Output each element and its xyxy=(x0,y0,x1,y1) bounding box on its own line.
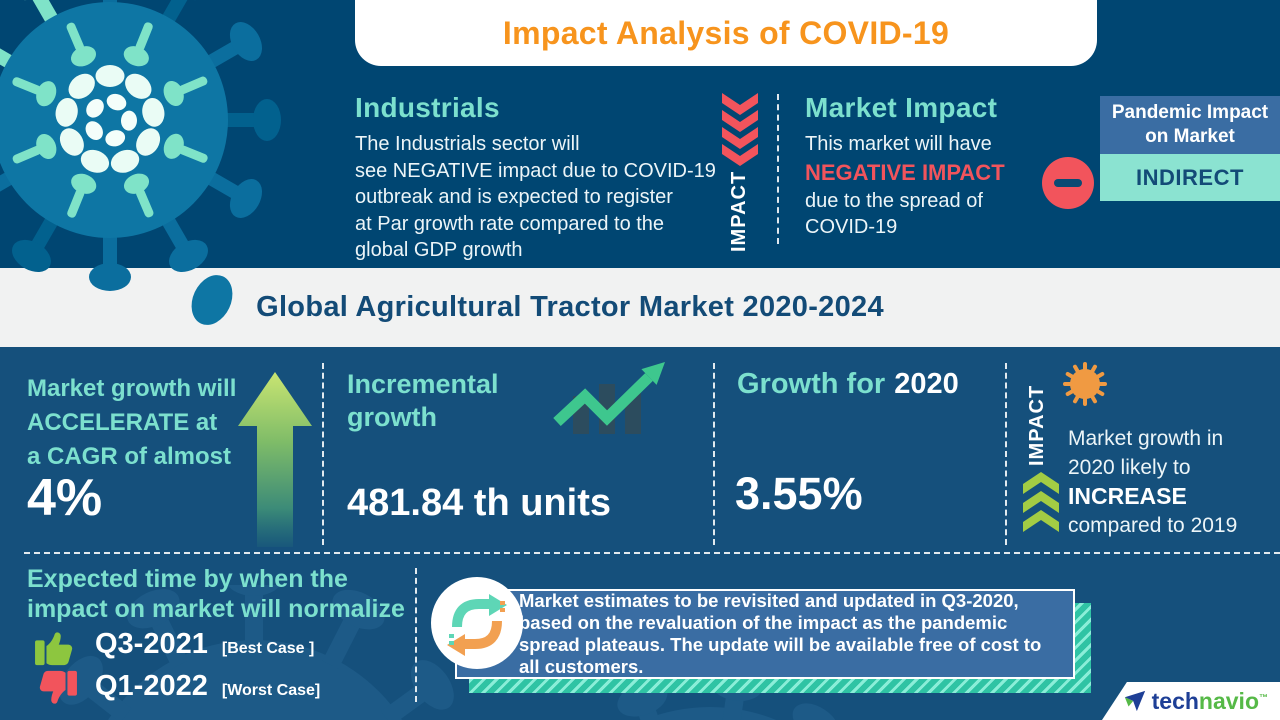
impact-2020-text: Market growth in 2020 likely to INCREASE… xyxy=(1068,424,1237,540)
pandemic-box-value-text: INDIRECT xyxy=(1136,164,1244,190)
market-title: Global Agricultural Tractor Market 2020-… xyxy=(0,268,1140,347)
logo-part2: navio xyxy=(1198,687,1259,714)
market-impact-line: This market will have xyxy=(805,133,992,155)
market-impact-line: due to the spread of xyxy=(805,189,983,212)
industrials-line: outbreak and is expected to register xyxy=(355,186,673,208)
impact-2020-highlight: INCREASE xyxy=(1068,483,1187,509)
best-case-value: Q3-2021 xyxy=(95,628,208,660)
thumbs-down-icon xyxy=(39,670,77,704)
minus-circle-icon xyxy=(1042,157,1094,209)
industrials-line: global GDP growth xyxy=(355,239,523,261)
market-impact-heading: Market Impact xyxy=(805,92,998,123)
incremental-growth-block: Incremental growth xyxy=(347,368,499,434)
normalize-heading-line: impact on market will normalize xyxy=(27,595,405,623)
divider xyxy=(415,568,417,702)
divider xyxy=(1005,363,1007,545)
best-case-row: Q3-2021 [Best Case ] xyxy=(95,628,314,661)
pandemic-impact-box: Pandemic Impact on Market INDIRECT xyxy=(1100,96,1280,201)
impact-vertical-label-2: IMPACT xyxy=(1026,384,1048,466)
note-box: Market estimates to be revisited and upd… xyxy=(455,589,1075,679)
industrials-line: see NEGATIVE impact due to COVID-19 xyxy=(355,159,716,182)
refresh-icon xyxy=(431,577,523,669)
cagr-value: 4% xyxy=(27,469,103,527)
normalize-heading: Expected time by when the impact on mark… xyxy=(27,564,405,624)
best-case-label: [Best Case ] xyxy=(221,640,315,657)
pandemic-box-title-line: on Market xyxy=(1145,126,1235,147)
incremental-value: 481.84 th units xyxy=(347,482,611,524)
banner-title: Impact Analysis of COVID-19 xyxy=(502,14,950,51)
divider xyxy=(24,552,1280,554)
growth-2020-label-accent: Growth for xyxy=(737,368,886,400)
technavio-arrow-icon xyxy=(1124,690,1145,712)
divider xyxy=(322,363,324,545)
industrials-line: at Par growth rate compared to the xyxy=(355,212,665,235)
industrials-body: The Industrials sector will see NEGATIVE… xyxy=(355,131,716,264)
coronavirus-illustration xyxy=(0,0,281,325)
top-banner: Impact Analysis of COVID-19 xyxy=(355,0,1097,66)
note-text: Market estimates to be revisited and upd… xyxy=(519,590,1042,677)
impact-2020-line: 2020 likely to xyxy=(1068,456,1191,479)
cagr-line: ACCELERATE at xyxy=(27,409,218,436)
market-impact-body: This market will have NEGATIVE IMPACT du… xyxy=(805,131,1005,241)
virus-icon xyxy=(1063,362,1107,406)
impact-2020-line: Market growth in xyxy=(1068,427,1224,450)
divider xyxy=(777,94,779,244)
market-impact-line: COVID-19 xyxy=(805,216,898,238)
logo-part1: tech xyxy=(1151,687,1199,714)
technavio-wordmark: technavio™ xyxy=(1152,688,1268,715)
growth-2020-label: Growth for 2020 xyxy=(737,368,959,401)
impact-2020-line: compared to 2019 xyxy=(1068,514,1238,537)
market-title-text: Global Agricultural Tractor Market 2020-… xyxy=(256,291,884,323)
industrials-heading: Industrials xyxy=(355,92,500,123)
incremental-line: growth xyxy=(347,402,437,432)
pandemic-box-title-line: Pandemic Impact xyxy=(1111,102,1269,123)
logo-tm: ™ xyxy=(1259,691,1268,702)
growth-2020-label-year: 2020 xyxy=(894,368,959,400)
worst-case-row: Q1-2022 [Worst Case] xyxy=(95,670,320,703)
divider xyxy=(713,363,715,545)
cagr-line: a CAGR of almost xyxy=(27,443,232,470)
trend-line-icon xyxy=(553,362,665,434)
pandemic-box-title: Pandemic Impact on Market xyxy=(1100,96,1280,154)
cagr-block: Market growth will ACCELERATE at a CAGR … xyxy=(27,372,236,474)
growth-2020-value: 3.55% xyxy=(735,468,863,519)
pandemic-box-value: INDIRECT xyxy=(1100,154,1280,201)
worst-case-label: [Worst Case] xyxy=(221,682,321,699)
up-arrow-icon xyxy=(238,372,312,547)
chevrons-down-icon xyxy=(722,93,758,166)
faint-virus-silhouette xyxy=(59,585,454,720)
industrials-line: The Industrials sector will xyxy=(355,133,580,155)
cagr-line: Market growth will xyxy=(27,375,237,402)
impact-vertical-label: IMPACT xyxy=(728,170,750,252)
chevrons-up-icon xyxy=(1023,472,1059,532)
normalize-heading-line: Expected time by when the xyxy=(27,565,348,593)
market-impact-highlight: NEGATIVE IMPACT xyxy=(805,159,1005,185)
technavio-logo: technavio™ xyxy=(1102,682,1280,720)
thumbs-up-icon xyxy=(35,632,73,666)
worst-case-value: Q1-2022 xyxy=(95,670,208,702)
incremental-line: Incremental xyxy=(347,369,499,399)
